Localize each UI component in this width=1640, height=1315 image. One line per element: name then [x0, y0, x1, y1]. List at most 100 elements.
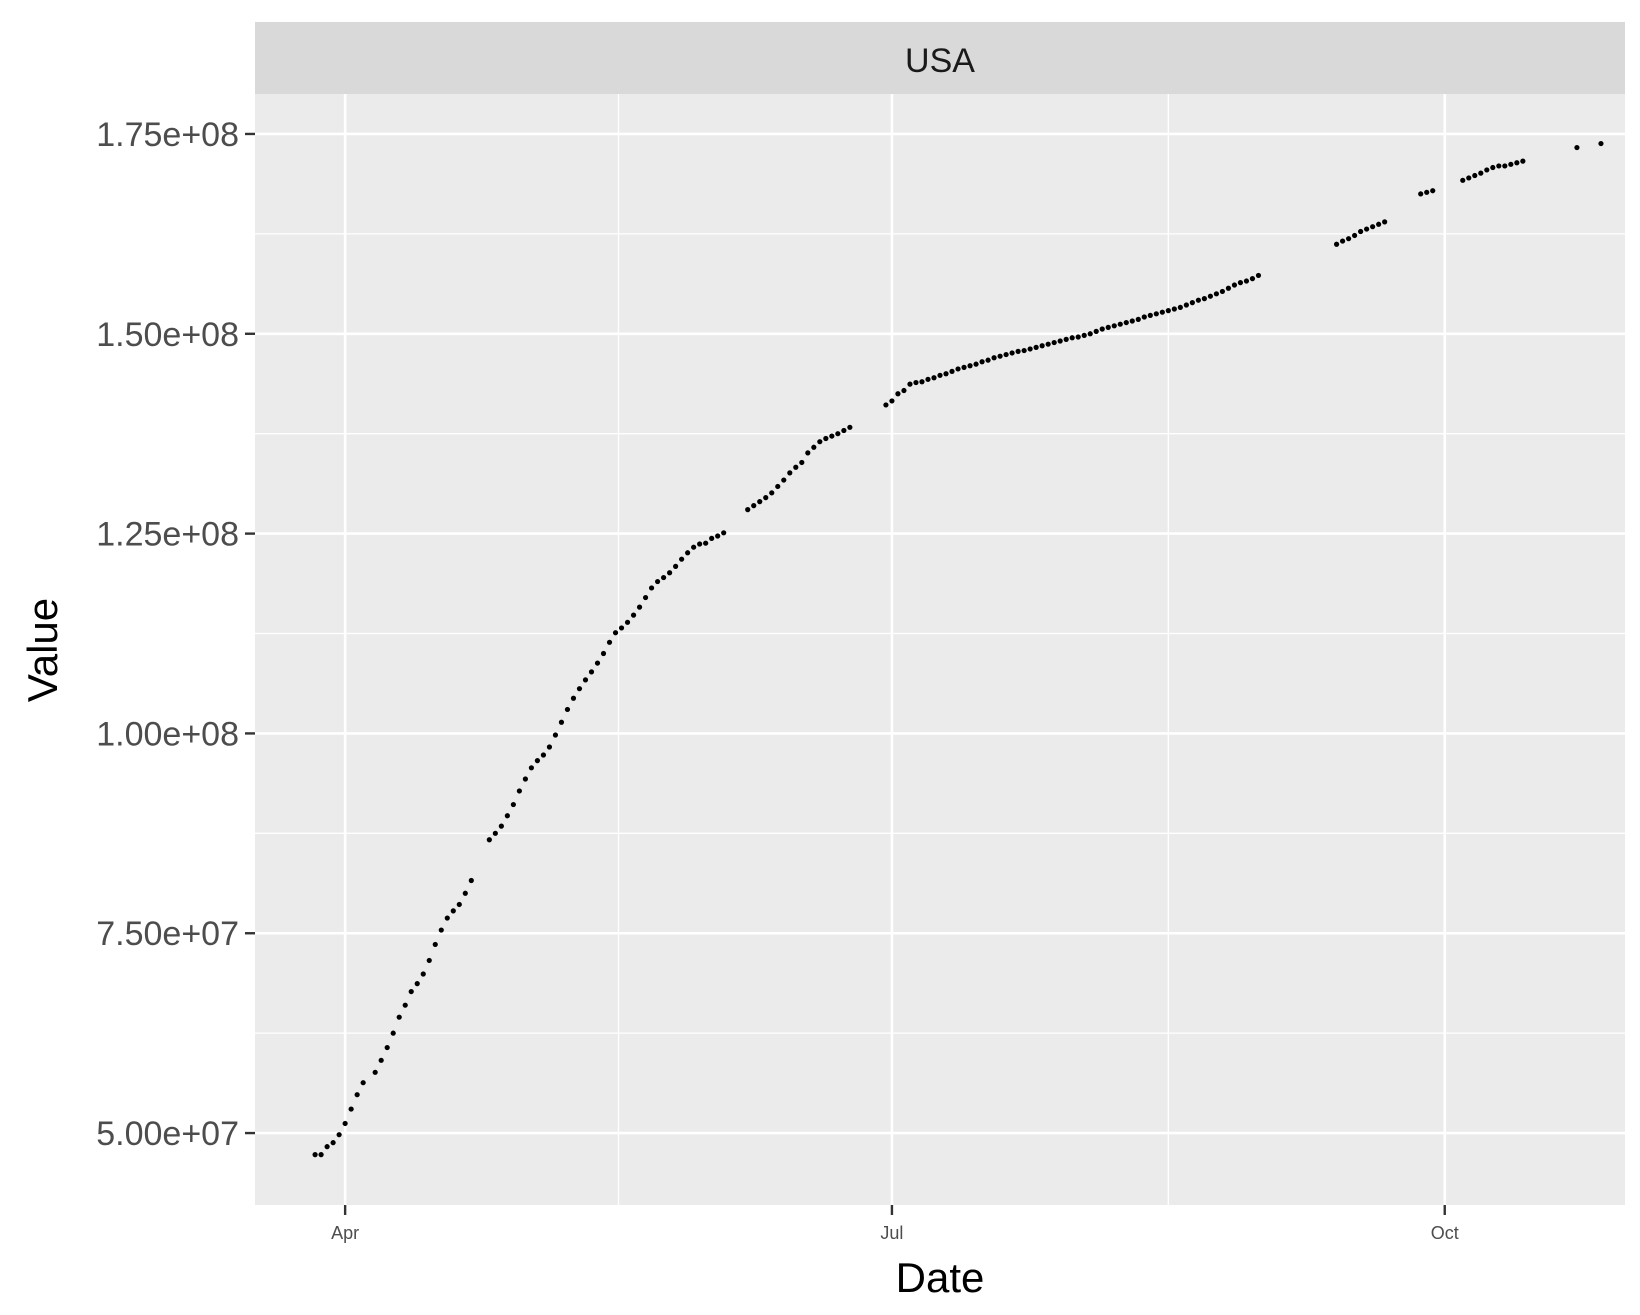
data-point — [979, 359, 985, 365]
y-tick-label: 1.00e+08 — [96, 715, 239, 753]
plot-panel — [255, 94, 1625, 1205]
data-point — [552, 732, 559, 738]
data-point — [757, 499, 763, 505]
data-point — [997, 353, 1003, 359]
data-point — [1123, 319, 1129, 326]
data-point — [324, 1144, 330, 1150]
data-point — [426, 957, 432, 964]
data-point — [1460, 177, 1466, 183]
data-point — [1424, 189, 1430, 195]
data-point — [1003, 351, 1009, 358]
data-point — [642, 594, 649, 601]
data-point — [751, 503, 757, 509]
data-point — [1231, 282, 1238, 288]
data-point — [1508, 161, 1514, 167]
data-point — [660, 574, 667, 581]
data-point — [895, 391, 901, 397]
data-point — [1063, 336, 1069, 342]
data-point — [504, 813, 510, 819]
data-point — [1141, 314, 1147, 320]
data-point — [1466, 175, 1472, 181]
data-point — [630, 612, 637, 618]
data-point — [498, 823, 504, 829]
minor-gridlines — [255, 94, 1625, 1205]
data-point — [1382, 219, 1388, 225]
y-axis-title: Value — [19, 598, 66, 702]
data-point — [1093, 328, 1099, 334]
data-point — [1153, 311, 1159, 317]
y-tick-label: 1.25e+08 — [96, 516, 239, 554]
data-point — [1147, 312, 1153, 319]
data-point — [540, 752, 547, 758]
data-point — [673, 563, 679, 569]
data-point — [378, 1057, 384, 1063]
data-point — [985, 357, 991, 363]
data-point — [396, 1014, 402, 1020]
data-point — [588, 669, 595, 675]
data-point — [991, 355, 997, 361]
data-point — [763, 495, 769, 501]
data-point — [510, 801, 516, 808]
data-point — [1496, 163, 1502, 169]
data-point — [1598, 140, 1604, 147]
data-point — [1484, 167, 1490, 173]
data-point — [612, 630, 619, 636]
data-point — [781, 477, 787, 483]
data-point — [522, 776, 528, 782]
data-point — [1339, 238, 1346, 244]
data-point — [925, 376, 931, 382]
data-point — [829, 433, 835, 439]
data-point — [709, 535, 715, 542]
data-point — [883, 402, 889, 408]
data-point — [1243, 278, 1250, 284]
data-point — [817, 439, 823, 445]
data-point — [1045, 341, 1051, 347]
data-point — [847, 424, 853, 430]
data-point — [931, 375, 937, 381]
data-point — [901, 387, 907, 394]
data-point — [1117, 321, 1123, 327]
y-tick-label: 1.75e+08 — [96, 116, 239, 154]
data-point — [636, 604, 643, 610]
data-point — [1364, 226, 1370, 232]
data-point — [414, 980, 420, 987]
data-point — [721, 530, 727, 536]
data-point — [679, 556, 685, 562]
y-tick-label: 7.50e+07 — [96, 915, 239, 953]
data-point — [805, 450, 811, 456]
data-point — [360, 1080, 366, 1086]
data-point — [943, 371, 949, 377]
data-point — [402, 1002, 408, 1008]
data-point — [1352, 232, 1358, 239]
data-point — [1502, 163, 1508, 169]
data-point — [420, 971, 426, 977]
y-axis: 5.00e+07 7.50e+07 1.00e+08 1.25e+08 1.50e+08… — [96, 116, 255, 1153]
data-points — [312, 140, 1604, 1158]
data-point — [1051, 339, 1057, 346]
x-tick-label: Oct — [1431, 1223, 1459, 1243]
major-gridlines — [255, 94, 1625, 1205]
data-point — [703, 540, 709, 546]
data-point — [468, 877, 474, 884]
data-point — [390, 1030, 396, 1036]
data-point — [534, 758, 541, 764]
data-point — [516, 788, 522, 794]
data-point — [648, 585, 655, 591]
data-point — [1213, 291, 1220, 297]
data-point — [1201, 296, 1207, 302]
data-point — [558, 719, 565, 725]
data-point — [907, 381, 913, 387]
data-point — [462, 890, 468, 896]
data-point — [787, 470, 793, 476]
data-point — [1027, 346, 1033, 352]
data-point — [949, 368, 955, 374]
data-point — [1165, 308, 1171, 314]
data-point — [937, 372, 943, 378]
data-point — [823, 435, 829, 442]
x-axis: Apr Jul Oct — [331, 1205, 1459, 1243]
data-point — [1087, 331, 1093, 337]
data-point — [564, 706, 571, 713]
data-point — [667, 570, 673, 576]
data-point — [450, 908, 456, 914]
